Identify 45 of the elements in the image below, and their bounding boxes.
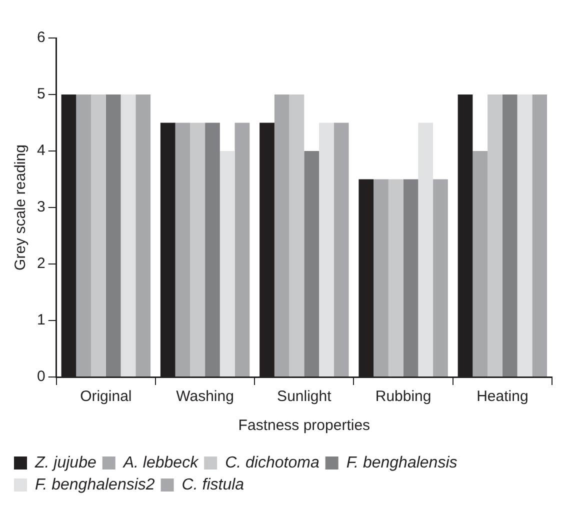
bar — [502, 94, 518, 376]
bar — [403, 179, 418, 376]
x-tick-label: Original — [80, 388, 132, 406]
bar — [136, 94, 151, 376]
y-tick-label: 6 — [37, 29, 46, 46]
y-tick-label: 5 — [37, 86, 46, 103]
bar — [418, 122, 434, 376]
bar — [433, 179, 448, 376]
bar — [472, 151, 488, 376]
bar — [120, 94, 136, 376]
bar — [517, 94, 532, 376]
legend-label: Z. jujube — [34, 454, 96, 472]
bar — [190, 122, 206, 376]
legend-label: C. dichotoma — [225, 454, 320, 472]
bar — [289, 94, 304, 376]
x-tick-label: Heating — [476, 388, 528, 406]
y-tick-label: 3 — [37, 198, 46, 216]
x-tick-label: Rubbing — [375, 388, 432, 406]
y-tick-label: 4 — [37, 142, 46, 160]
bar — [234, 122, 250, 376]
legend-label: A. lebbeck — [122, 454, 200, 472]
bar — [175, 122, 190, 376]
bar — [106, 94, 121, 376]
bar — [374, 179, 388, 376]
bar — [220, 151, 235, 376]
bar — [388, 179, 404, 376]
y-axis-title: Grey scale reading — [12, 144, 30, 270]
y-tick-label: 0 — [37, 368, 46, 386]
legend-label: F. benghalensis2 — [35, 476, 155, 494]
x-axis-title: Fastness properties — [238, 417, 370, 434]
bar — [488, 94, 502, 376]
x-tick-label: Washing — [176, 388, 234, 406]
y-tick-label: 1 — [37, 312, 46, 329]
bar — [91, 94, 106, 376]
legend-label: C. fistula — [182, 476, 244, 494]
legend-label: F. benghalensis — [346, 454, 458, 472]
bar — [334, 122, 349, 376]
bar — [319, 122, 334, 376]
bar — [205, 122, 220, 376]
bar — [532, 94, 548, 376]
bar — [274, 94, 290, 376]
bar — [76, 94, 92, 376]
bar — [304, 151, 320, 376]
y-tick-label: 2 — [37, 255, 46, 272]
x-tick-label: Sunlight — [277, 388, 332, 406]
